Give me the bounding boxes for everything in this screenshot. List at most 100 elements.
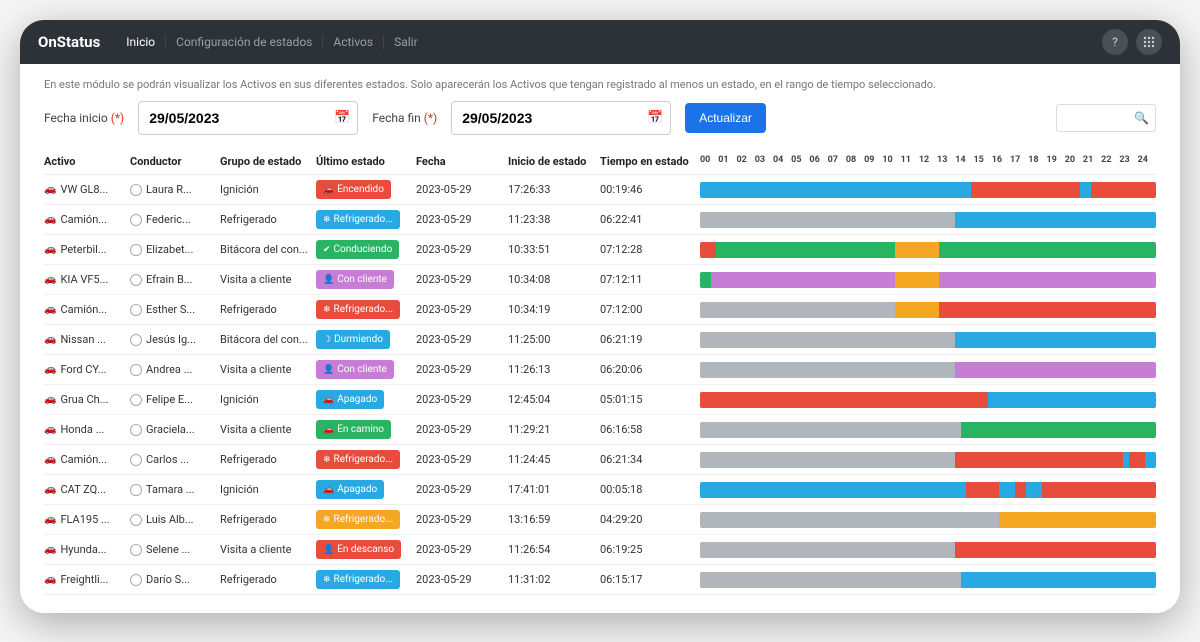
nav-item[interactable]: Configuración de estados (166, 35, 323, 49)
col-date[interactable]: Fecha (416, 155, 508, 168)
table-row[interactable]: 🚗Nissan ... Jesús Ig... Bitácora del con… (44, 325, 1156, 355)
timeline-cell (700, 392, 1156, 408)
menu-icon[interactable] (1136, 29, 1162, 55)
driver-cell: Elizabet... (130, 243, 220, 256)
state-icon: 🚗 (323, 395, 334, 405)
group-cell: Refrigerado (220, 573, 316, 586)
date-cell: 2023-05-29 (416, 513, 508, 526)
asset-cell: 🚗Camión... (44, 453, 130, 466)
nav-item[interactable]: Inicio (116, 35, 166, 49)
group-cell: Visita a cliente (220, 363, 316, 376)
timeline-cell (700, 302, 1156, 318)
duration-cell: 07:12:28 (600, 243, 700, 256)
avatar-icon (130, 394, 142, 406)
car-icon: 🚗 (44, 394, 56, 405)
driver-cell: Tamara ... (130, 483, 220, 496)
asset-cell: 🚗KIA VF5... (44, 273, 130, 286)
state-icon: 🚗 (323, 425, 334, 435)
driver-cell: Efrain B... (130, 273, 220, 286)
table-row[interactable]: 🚗Honda ... Graciela... Visita a cliente … (44, 415, 1156, 445)
avatar-icon (130, 274, 142, 286)
avatar-icon (130, 334, 142, 346)
group-cell: Refrigerado (220, 213, 316, 226)
duration-cell: 06:21:19 (600, 333, 700, 346)
nav-item[interactable]: Activos (323, 35, 384, 49)
car-icon: 🚗 (44, 544, 56, 555)
table-row[interactable]: 🚗Ford CY... Andrea ... Visita a cliente … (44, 355, 1156, 385)
state-icon: ❄ (323, 215, 331, 225)
duration-cell: 06:21:34 (600, 453, 700, 466)
car-icon: 🚗 (44, 184, 56, 195)
table-row[interactable]: 🚗FLA195 ... Luis Alb... Refrigerado ❄Ref… (44, 505, 1156, 535)
date-cell: 2023-05-29 (416, 243, 508, 256)
table-row[interactable]: 🚗Camión... Federic... Refrigerado ❄Refri… (44, 205, 1156, 235)
driver-cell: Federic... (130, 213, 220, 226)
avatar-icon (130, 514, 142, 526)
table-row[interactable]: 🚗Camión... Carlos ... Refrigerado ❄Refri… (44, 445, 1156, 475)
avatar-icon (130, 454, 142, 466)
table-row[interactable]: 🚗Camión... Esther S... Refrigerado ❄Refr… (44, 295, 1156, 325)
start-cell: 17:26:33 (508, 183, 600, 196)
state-cell: ✔Conduciendo (316, 240, 416, 259)
nav-item[interactable]: Salir (384, 35, 428, 49)
state-cell: 👤Con cliente (316, 270, 416, 289)
date-cell: 2023-05-29 (416, 303, 508, 316)
table-row[interactable]: 🚗Grua Ch... Felipe E... Ignición 🚗Apagad… (44, 385, 1156, 415)
table-row[interactable]: 🚗Freightli... Darío S... Refrigerado ❄Re… (44, 565, 1156, 595)
start-cell: 11:26:54 (508, 543, 600, 556)
state-icon: ❄ (323, 515, 331, 525)
date-cell: 2023-05-29 (416, 453, 508, 466)
group-cell: Bitácora del con... (220, 243, 316, 256)
driver-cell: Andrea ... (130, 363, 220, 376)
state-cell: ❄Refrigerado... (316, 510, 416, 529)
asset-cell: 🚗FLA195 ... (44, 513, 130, 526)
col-asset[interactable]: Activo (44, 155, 130, 168)
avatar-icon (130, 574, 142, 586)
driver-cell: Esther S... (130, 303, 220, 316)
duration-cell: 06:20:06 (600, 363, 700, 376)
state-cell: ❄Refrigerado... (316, 450, 416, 469)
table-row[interactable]: 🚗CAT ZQ... Tamara ... Ignición 🚗Apagado … (44, 475, 1156, 505)
avatar-icon (130, 424, 142, 436)
end-date-input[interactable] (451, 101, 671, 135)
timeline-cell (700, 452, 1156, 468)
state-cell: 🚗Apagado (316, 390, 416, 409)
driver-cell: Felipe E... (130, 393, 220, 406)
state-cell: ❄Refrigerado... (316, 300, 416, 319)
start-date-input[interactable] (138, 101, 358, 135)
start-cell: 11:26:13 (508, 363, 600, 376)
avatar-icon (130, 544, 142, 556)
date-cell: 2023-05-29 (416, 393, 508, 406)
asset-cell: 🚗Peterbil... (44, 243, 130, 256)
timeline-cell (700, 362, 1156, 378)
timeline-cell (700, 212, 1156, 228)
table-row[interactable]: 🚗Hyunda... Selene ... Visita a cliente 👤… (44, 535, 1156, 565)
state-icon: ✔ (323, 245, 331, 255)
col-state[interactable]: Último estado (316, 155, 416, 168)
col-dur[interactable]: Tiempo en estado (600, 155, 700, 168)
duration-cell: 07:12:00 (600, 303, 700, 316)
start-cell: 10:34:19 (508, 303, 600, 316)
group-cell: Ignición (220, 183, 316, 196)
timeline-cell (700, 572, 1156, 588)
date-cell: 2023-05-29 (416, 543, 508, 556)
col-driver[interactable]: Conductor (130, 155, 220, 168)
search-input[interactable]: 🔍 (1056, 104, 1156, 132)
duration-cell: 05:01:15 (600, 393, 700, 406)
help-icon[interactable]: ? (1102, 29, 1128, 55)
col-group[interactable]: Grupo de estado (220, 155, 316, 168)
start-cell: 11:31:02 (508, 573, 600, 586)
car-icon: 🚗 (44, 304, 56, 315)
col-start[interactable]: Inicio de estado (508, 155, 600, 168)
duration-cell: 00:05:18 (600, 483, 700, 496)
state-cell: 👤Con cliente (316, 360, 416, 379)
group-cell: Ignición (220, 483, 316, 496)
state-icon: 👤 (323, 365, 334, 375)
asset-cell: 🚗Grua Ch... (44, 393, 130, 406)
update-button[interactable]: Actualizar (685, 103, 766, 133)
date-cell: 2023-05-29 (416, 273, 508, 286)
table-row[interactable]: 🚗Peterbil... Elizabet... Bitácora del co… (44, 235, 1156, 265)
table-row[interactable]: 🚗VW GL8... Laura R... Ignición 🚗Encendid… (44, 175, 1156, 205)
table-row[interactable]: 🚗KIA VF5... Efrain B... Visita a cliente… (44, 265, 1156, 295)
timeline-cell (700, 512, 1156, 528)
